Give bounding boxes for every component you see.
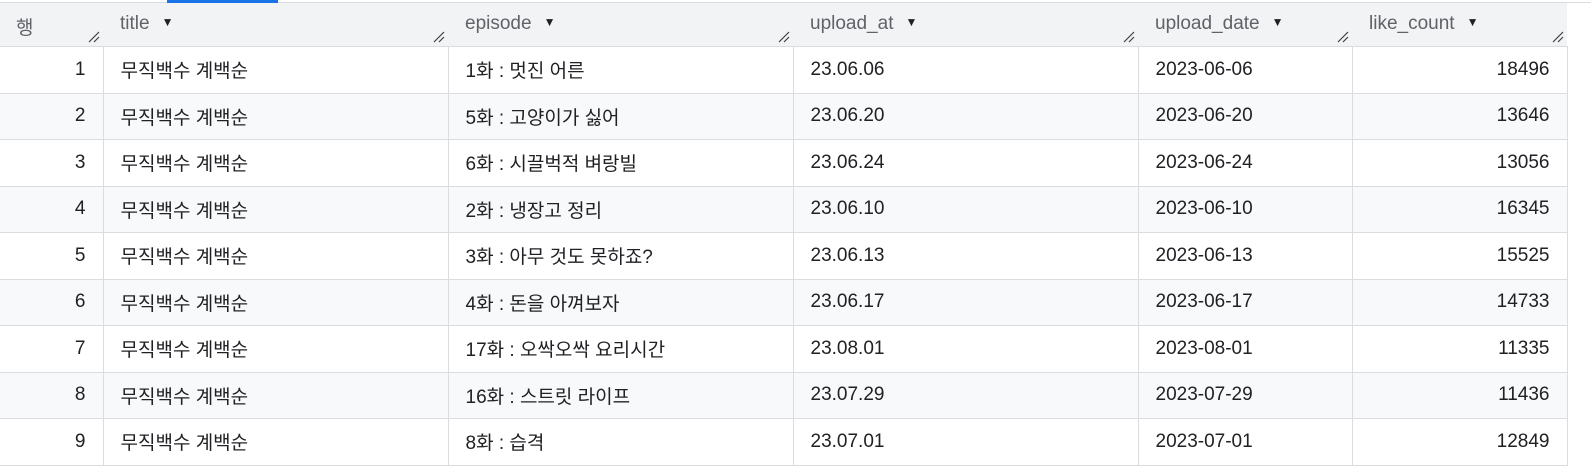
row-number: 7 bbox=[0, 325, 104, 373]
column-resize-icon[interactable] bbox=[1337, 31, 1349, 43]
episode-cell: 4화 : 돈을 아껴보자 bbox=[448, 279, 794, 326]
table-row: 8 무직백수 계백순 16화 : 스트릿 라이프 23.07.29 2023-07-29… bbox=[0, 372, 1568, 419]
like-count-cell: 13056 bbox=[1352, 139, 1568, 187]
like-count-cell: 18496 bbox=[1352, 46, 1568, 94]
like-count-cell: 11436 bbox=[1352, 372, 1568, 419]
episode-cell: 1화 : 멋진 어른 bbox=[448, 46, 794, 94]
table-row: 6 무직백수 계백순 4화 : 돈을 아껴보자 23.06.17 2023-06-17 1… bbox=[0, 279, 1568, 326]
upload-date-cell: 2023-08-01 bbox=[1138, 325, 1353, 373]
like-count-cell: 14733 bbox=[1352, 279, 1568, 326]
upload-at-cell: 23.06.24 bbox=[793, 139, 1139, 187]
episode-cell: 16화 : 스트릿 라이프 bbox=[448, 372, 794, 419]
table-row: 7 무직백수 계백순 17화 : 오싹오싹 요리시간 23.08.01 2023-08-… bbox=[0, 325, 1568, 373]
row-number: 2 bbox=[0, 93, 104, 140]
results-table: 행 title ▼ episode ▼ upload_at ▼ upload_date ▼ lik… bbox=[0, 3, 1568, 466]
header-row: 행 title ▼ episode ▼ upload_at ▼ upload_date ▼ lik… bbox=[0, 3, 1567, 47]
upload-at-cell: 23.06.17 bbox=[793, 279, 1139, 326]
title-cell: 무직백수 계백순 bbox=[103, 325, 449, 373]
like-count-cell: 15525 bbox=[1352, 232, 1568, 280]
column-resize-icon[interactable] bbox=[433, 31, 445, 43]
column-header-label: episode bbox=[465, 13, 532, 34]
table-row: 5 무직백수 계백순 3화 : 아무 것도 못하죠? 23.06.13 2023-06-… bbox=[0, 232, 1568, 280]
title-cell: 무직백수 계백순 bbox=[103, 139, 449, 187]
title-cell: 무직백수 계백순 bbox=[103, 232, 449, 280]
divider bbox=[0, 2, 1591, 3]
upload-at-cell: 23.08.01 bbox=[793, 325, 1139, 373]
upload-at-cell: 23.06.20 bbox=[793, 93, 1139, 140]
upload-date-cell: 2023-06-10 bbox=[1138, 186, 1353, 233]
row-number: 6 bbox=[0, 279, 104, 326]
title-cell: 무직백수 계백순 bbox=[103, 93, 449, 140]
episode-cell: 17화 : 오싹오싹 요리시간 bbox=[448, 325, 794, 373]
upload-date-cell: 2023-06-17 bbox=[1138, 279, 1353, 326]
upload-at-cell: 23.06.13 bbox=[793, 232, 1139, 280]
upload-date-cell: 2023-06-13 bbox=[1138, 232, 1353, 280]
sort-dropdown-icon[interactable]: ▼ bbox=[1271, 15, 1284, 29]
upload-at-cell: 23.06.06 bbox=[793, 46, 1139, 94]
upload-date-cell: 2023-07-29 bbox=[1138, 372, 1353, 419]
column-resize-icon[interactable] bbox=[1123, 31, 1135, 43]
title-cell: 무직백수 계백순 bbox=[103, 279, 449, 326]
active-tab-indicator bbox=[167, 0, 278, 3]
episode-cell: 3화 : 아무 것도 못하죠? bbox=[448, 232, 794, 280]
sort-dropdown-icon[interactable]: ▼ bbox=[1466, 15, 1479, 29]
sort-dropdown-icon[interactable]: ▼ bbox=[161, 15, 174, 29]
sort-dropdown-icon[interactable]: ▼ bbox=[905, 15, 918, 29]
table-row: 2 무직백수 계백순 5화 : 고양이가 싫어 23.06.20 2023-06-20 1… bbox=[0, 93, 1568, 140]
column-resize-icon[interactable] bbox=[88, 31, 100, 43]
upload-date-cell: 2023-06-20 bbox=[1138, 93, 1353, 140]
title-cell: 무직백수 계백순 bbox=[103, 46, 449, 94]
column-header-upload_at[interactable]: upload_at ▼ bbox=[793, 3, 1138, 47]
row-number: 4 bbox=[0, 186, 104, 233]
title-cell: 무직백수 계백순 bbox=[103, 372, 449, 419]
row-number: 1 bbox=[0, 46, 104, 94]
row-number: 5 bbox=[0, 232, 104, 280]
table-row: 1 무직백수 계백순 1화 : 멋진 어른 23.06.06 2023-06-06 184… bbox=[0, 46, 1568, 94]
row-number: 9 bbox=[0, 418, 104, 466]
title-cell: 무직백수 계백순 bbox=[103, 418, 449, 466]
like-count-cell: 13646 bbox=[1352, 93, 1568, 140]
upload-at-cell: 23.07.29 bbox=[793, 372, 1139, 419]
column-header-title[interactable]: title ▼ bbox=[103, 3, 448, 47]
column-resize-icon[interactable] bbox=[1552, 31, 1564, 43]
table-row: 9 무직백수 계백순 8화 : 습격 23.07.01 2023-07-01 12849 bbox=[0, 418, 1568, 466]
episode-cell: 8화 : 습격 bbox=[448, 418, 794, 466]
column-resize-icon[interactable] bbox=[778, 31, 790, 43]
like-count-cell: 11335 bbox=[1352, 325, 1568, 373]
like-count-cell: 16345 bbox=[1352, 186, 1568, 233]
upload-date-cell: 2023-07-01 bbox=[1138, 418, 1353, 466]
table-row: 3 무직백수 계백순 6화 : 시끌벅적 벼랑빌 23.06.24 2023-06-24… bbox=[0, 139, 1568, 187]
column-header-label: upload_at bbox=[810, 13, 894, 34]
sort-dropdown-icon[interactable]: ▼ bbox=[543, 15, 556, 29]
column-header-row[interactable]: 행 bbox=[0, 3, 103, 47]
column-header-label: upload_date bbox=[1155, 13, 1260, 34]
episode-cell: 5화 : 고양이가 싫어 bbox=[448, 93, 794, 140]
like-count-cell: 12849 bbox=[1352, 418, 1568, 466]
column-header-like_count[interactable]: like_count ▼ bbox=[1352, 3, 1567, 47]
title-cell: 무직백수 계백순 bbox=[103, 186, 449, 233]
column-header-label: like_count bbox=[1369, 13, 1455, 34]
episode-cell: 6화 : 시끌벅적 벼랑빌 bbox=[448, 139, 794, 187]
column-header-upload_date[interactable]: upload_date ▼ bbox=[1138, 3, 1352, 47]
episode-cell: 2화 : 냉장고 정리 bbox=[448, 186, 794, 233]
upload-date-cell: 2023-06-06 bbox=[1138, 46, 1353, 94]
upload-at-cell: 23.07.01 bbox=[793, 418, 1139, 466]
upload-date-cell: 2023-06-24 bbox=[1138, 139, 1353, 187]
row-number: 8 bbox=[0, 372, 104, 419]
upload-at-cell: 23.06.10 bbox=[793, 186, 1139, 233]
table-row: 4 무직백수 계백순 2화 : 냉장고 정리 23.06.10 2023-06-10 16… bbox=[0, 186, 1568, 233]
column-header-episode[interactable]: episode ▼ bbox=[448, 3, 793, 47]
column-header-label: 행 bbox=[16, 18, 34, 39]
row-number: 3 bbox=[0, 139, 104, 187]
column-header-label: title bbox=[120, 13, 150, 34]
